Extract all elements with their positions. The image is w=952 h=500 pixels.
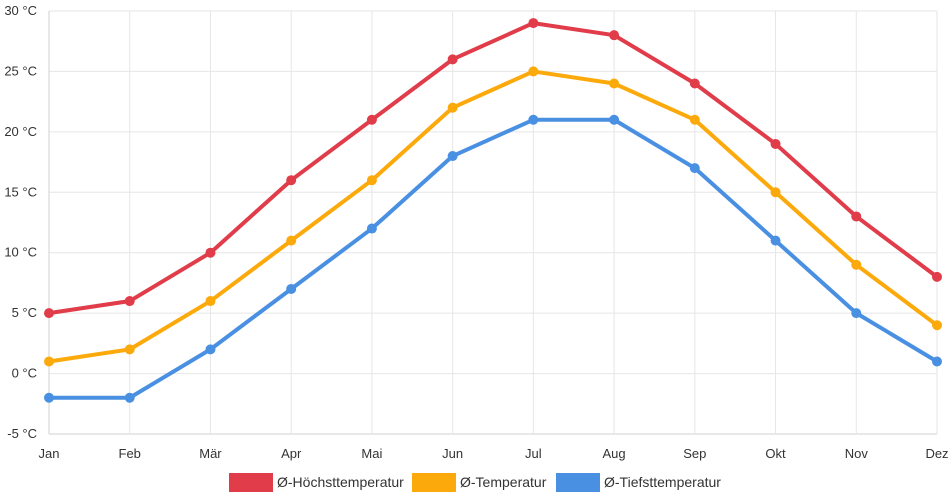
data-point[interactable] — [528, 18, 539, 29]
data-point[interactable] — [770, 235, 781, 246]
data-point[interactable] — [124, 344, 135, 355]
legend-label: Ø-Höchsttemperatur — [277, 474, 404, 490]
x-tick-label: Okt — [765, 446, 786, 461]
legend-label: Ø-Temperatur — [460, 474, 547, 490]
series-1 — [44, 66, 942, 367]
data-point[interactable] — [124, 296, 135, 307]
data-point[interactable] — [528, 66, 539, 77]
data-point[interactable] — [366, 114, 377, 125]
data-point[interactable] — [528, 114, 539, 125]
data-point[interactable] — [44, 392, 54, 403]
legend-item[interactable]: Ø-Tiefsttemperatur — [556, 473, 721, 492]
data-point[interactable] — [44, 356, 54, 367]
data-point[interactable] — [447, 54, 458, 65]
data-point[interactable] — [286, 283, 297, 294]
data-point[interactable] — [851, 259, 862, 270]
legend-item[interactable]: Ø-Temperatur — [412, 473, 547, 492]
legend-swatch — [412, 473, 456, 492]
x-tick-label: Feb — [119, 446, 141, 461]
series-2 — [44, 114, 942, 403]
data-point[interactable] — [447, 151, 458, 162]
data-point[interactable] — [286, 235, 297, 246]
legend-label: Ø-Tiefsttemperatur — [604, 474, 721, 490]
x-tick-label: Mär — [199, 446, 222, 461]
series-line — [47, 117, 939, 400]
data-point[interactable] — [366, 175, 377, 186]
legend-swatch — [556, 473, 600, 492]
data-point[interactable] — [851, 308, 862, 319]
y-tick-label: 15 °C — [4, 184, 37, 199]
data-point[interactable] — [205, 344, 216, 355]
legend-item[interactable]: Ø-Höchsttemperatur — [229, 473, 404, 492]
series-lines — [44, 18, 942, 403]
x-tick-label: Dez — [925, 446, 948, 461]
y-tick-label: 0 °C — [12, 366, 37, 381]
data-point[interactable] — [770, 187, 781, 198]
x-tick-label: Mai — [361, 446, 382, 461]
y-tick-label: 25 °C — [4, 63, 37, 78]
data-point[interactable] — [932, 356, 942, 367]
x-tick-label: Jul — [525, 446, 542, 461]
data-point[interactable] — [447, 102, 458, 113]
data-point[interactable] — [689, 163, 700, 174]
series-line — [47, 21, 939, 316]
legend-swatch — [229, 473, 273, 492]
data-point[interactable] — [286, 175, 297, 186]
y-tick-label: -5 °C — [7, 426, 37, 441]
data-point[interactable] — [609, 78, 620, 89]
x-tick-label: Jun — [442, 446, 463, 461]
y-tick-label: 30 °C — [4, 3, 37, 18]
y-tick-label: 5 °C — [12, 305, 37, 320]
x-tick-label: Sep — [683, 446, 706, 461]
x-axis-ticks: Jan Feb Mär Apr Mai Jun Jul Aug Sep Okt Nov Dez — [39, 446, 949, 461]
grid — [48, 10, 938, 435]
data-point[interactable] — [932, 271, 942, 282]
data-point[interactable] — [851, 211, 862, 222]
data-point[interactable] — [205, 296, 216, 307]
x-tick-label: Jan — [39, 446, 60, 461]
series-line — [47, 69, 939, 364]
data-point[interactable] — [770, 138, 781, 149]
y-axis-ticks: -5 °C 0 °C 5 °C 10 °C 15 °C 20 °C 25 °C 30 °C — [4, 3, 37, 441]
data-point[interactable] — [366, 223, 377, 234]
series-0 — [44, 18, 942, 319]
data-point[interactable] — [609, 30, 620, 41]
legend: Ø-Höchsttemperatur Ø-Temperatur Ø-Tiefstte… — [229, 473, 721, 492]
data-point[interactable] — [932, 320, 942, 331]
data-point[interactable] — [205, 247, 216, 258]
y-tick-label: 20 °C — [4, 124, 37, 139]
data-point[interactable] — [44, 308, 54, 319]
y-tick-label: 10 °C — [4, 245, 37, 260]
data-point[interactable] — [689, 78, 700, 89]
x-tick-label: Nov — [845, 446, 869, 461]
data-point[interactable] — [609, 114, 620, 125]
x-tick-label: Apr — [281, 446, 302, 461]
x-tick-label: Aug — [603, 446, 626, 461]
data-point[interactable] — [124, 392, 135, 403]
data-point[interactable] — [689, 114, 700, 125]
